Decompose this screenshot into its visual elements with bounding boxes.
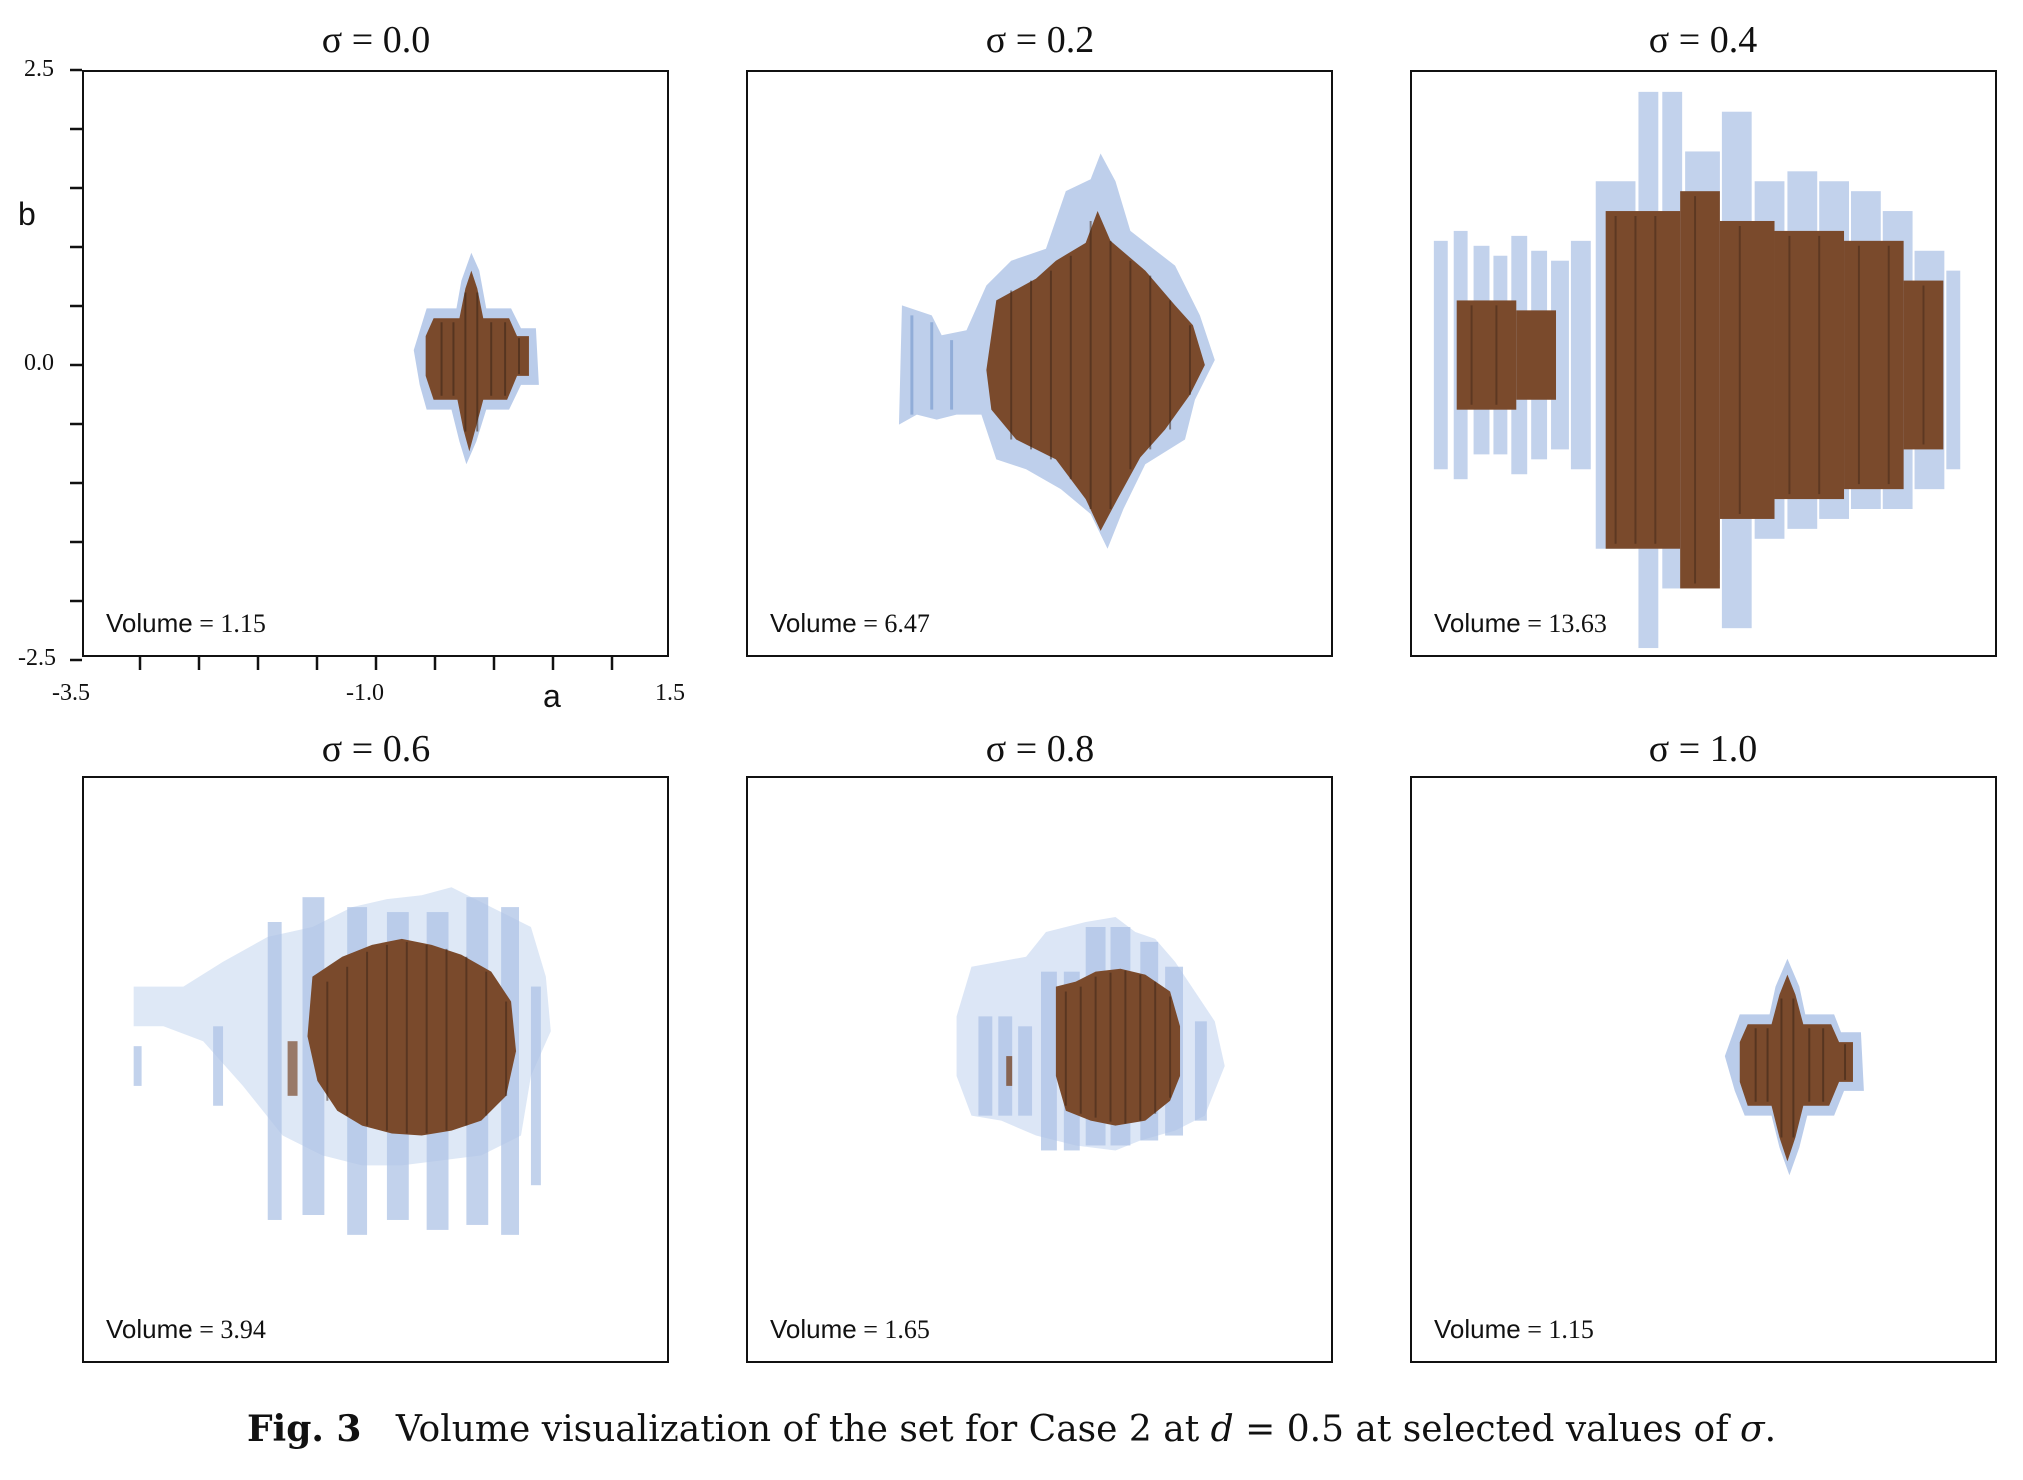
caption-text-mid: = 0.5 at selected values of: [1233, 1409, 1740, 1450]
x-tick-label-left: -3.5: [52, 680, 90, 706]
volume-render-sigma-0.6: [133, 887, 551, 1235]
panel-title-sigma-0.6: σ = 0.6: [321, 728, 431, 770]
volume-render-sigma-0.4: [1433, 91, 1961, 649]
figure-caption: Fig. 3 Volume visualization of the set f…: [0, 1408, 2023, 1450]
caption-text-before: Volume visualization of the set for Case…: [395, 1409, 1211, 1450]
volume-render-sigma-0.8: [956, 917, 1225, 1151]
y-tick-label-mid: 0.0: [24, 350, 54, 376]
panel-title-sigma-1.0: σ = 1.0: [1648, 728, 1758, 770]
y-tick-label-top: 2.5: [24, 56, 54, 82]
volume-label: Volume = 1.15: [106, 608, 266, 638]
x-axis-label: a: [543, 678, 561, 714]
volume-blob: [1433, 91, 1961, 649]
volume-panel-sigma-0.4: Volume = 13.63: [1410, 70, 1997, 657]
volume-label: Volume = 6.47: [770, 608, 930, 638]
volume-blob: [1724, 958, 1864, 1176]
caption-var-d: d: [1210, 1409, 1234, 1450]
volume-label: Volume = 13.63: [1434, 608, 1607, 638]
volume-panel-sigma-1.0: Volume = 1.15: [1410, 776, 1997, 1363]
volume-label: Volume = 1.65: [770, 1314, 930, 1344]
volume-blob: [956, 917, 1225, 1151]
y-tick-label-bottom: -2.5: [18, 645, 56, 671]
panel-title-sigma-0.2: σ = 0.2: [985, 19, 1095, 61]
caption-text-end: .: [1764, 1409, 1777, 1450]
caption-var-sigma: σ: [1740, 1409, 1765, 1450]
panel-title-sigma-0.0: σ = 0.0: [321, 19, 431, 61]
panel-title-sigma-0.8: σ = 0.8: [985, 728, 1095, 770]
volume-panel-sigma-0.8: Volume = 1.65: [746, 776, 1333, 1363]
volume-blob: [898, 153, 1215, 549]
volume-panel-sigma-0.2: Volume = 6.47: [746, 70, 1333, 657]
volume-render-sigma-0.2: [898, 153, 1215, 549]
x-tick-label-right: 1.5: [655, 680, 685, 706]
panel-title-sigma-0.4: σ = 0.4: [1648, 19, 1758, 61]
volume-blob: [133, 887, 551, 1235]
volume-render-sigma-1.0: [1724, 958, 1864, 1176]
volume-panel-sigma-0.6: Volume = 3.94: [82, 776, 669, 1363]
volume-blob: [413, 252, 539, 465]
volume-render-sigma-0.0: [413, 252, 539, 465]
volume-label: Volume = 3.94: [106, 1314, 266, 1344]
figure-number: Fig. 3: [246, 1408, 362, 1450]
axis-ticks: [70, 68, 614, 670]
volume-label: Volume = 1.15: [1434, 1314, 1594, 1344]
y-axis-label: b: [18, 196, 36, 232]
x-tick-label-mid: -1.0: [346, 680, 384, 706]
volume-panel-sigma-0.0: Volume = 1.15: [82, 70, 669, 657]
